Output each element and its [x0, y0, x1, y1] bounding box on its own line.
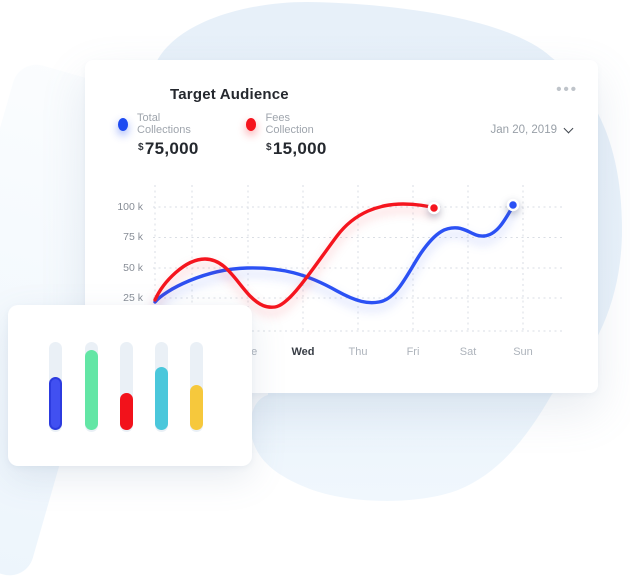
y-tick-25k: 25 k [123, 292, 143, 304]
total-collections-end-point [506, 198, 520, 212]
date-label: Jan 20, 2019 [490, 124, 557, 136]
bar-track-3 [120, 342, 133, 432]
bar-fill-red [120, 393, 133, 430]
currency-symbol: $ [138, 142, 144, 153]
fees-collection-line [153, 202, 436, 309]
date-selector[interactable]: Jan 20, 2019 [490, 123, 574, 136]
total-collections-amount: $75,000 [138, 139, 199, 159]
y-tick-50k: 50 k [123, 262, 143, 274]
mini-bar-chart-card [8, 305, 252, 466]
bar-track-4 [155, 342, 168, 432]
red-dot-icon [246, 117, 257, 131]
blue-dot-icon [118, 117, 129, 131]
legend-label: Fees Collection [265, 112, 314, 136]
bar-track-5 [190, 342, 203, 432]
fees-collection-amount: $15,000 [266, 139, 327, 159]
y-tick-75k: 75 k [123, 231, 143, 243]
bar-fill-teal [155, 367, 168, 430]
bar-fill-green [85, 350, 98, 430]
x-label-wed: Wed [291, 346, 315, 358]
total-collections-line [153, 204, 515, 305]
x-label-sat: Sat [459, 346, 477, 358]
amount-value: 75,000 [144, 139, 199, 158]
fees-collection-end-point [427, 201, 441, 215]
currency-symbol: $ [266, 142, 272, 153]
overflow-menu-icon[interactable]: ••• [556, 81, 578, 98]
bar-track-1 [49, 342, 62, 432]
x-label-fri: Fri [406, 346, 420, 358]
page-title: Target Audience [170, 86, 289, 103]
x-label-sun: Sun [513, 346, 533, 358]
legend-label: Total Collections [137, 112, 191, 136]
bar-fill-blue [49, 377, 62, 430]
bar-fill-yellow [190, 385, 203, 430]
y-tick-100k: 100 k [117, 201, 143, 213]
line-chart [153, 185, 563, 332]
legend-item-fees-collection: Fees Collection $15,000 [246, 112, 327, 159]
legend-toggle-fees-collection[interactable]: Fees Collection [246, 112, 327, 136]
x-label-thu: Thu [348, 346, 368, 358]
bar-track-2 [85, 342, 98, 432]
legend-item-total-collections: Total Collections $75,000 [118, 112, 199, 159]
legend-toggle-total-collections[interactable]: Total Collections [118, 112, 199, 136]
amount-value: 15,000 [272, 139, 327, 158]
